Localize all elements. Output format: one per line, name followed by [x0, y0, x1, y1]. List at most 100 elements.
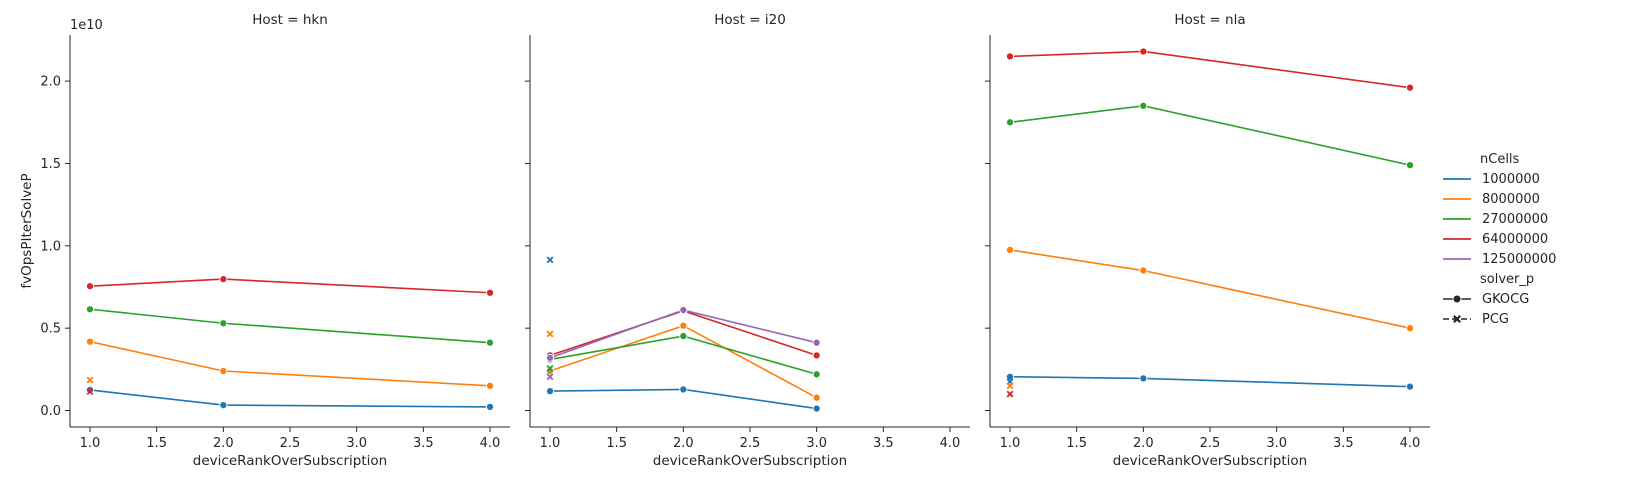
y-axis-label: fvOpsPIterSolveP	[19, 173, 35, 288]
series-line	[1009, 249, 1411, 329]
data-point	[485, 288, 495, 297]
y-tick-label: 0.5	[40, 322, 61, 337]
x-tick-label: 3.5	[1333, 436, 1354, 451]
legend-label: 27000000	[1482, 212, 1548, 227]
series-line	[89, 389, 491, 408]
panel-title: Host = nla	[1174, 12, 1245, 28]
data-point	[1405, 161, 1415, 170]
data-point	[679, 306, 688, 315]
data-point	[1005, 245, 1015, 254]
marker-stroke	[546, 330, 554, 338]
legend-label: 1000000	[1482, 172, 1540, 187]
x-tick-label: 2.5	[1200, 436, 1221, 451]
y-tick-label: 0.0	[40, 404, 61, 419]
data-point	[545, 387, 555, 396]
marker-stroke	[546, 365, 554, 373]
legend-label: 64000000	[1482, 232, 1548, 247]
data-point	[679, 321, 688, 330]
series-PCG-64000000	[86, 388, 94, 396]
marker-stroke	[1006, 382, 1014, 390]
x-tick-label: 3.0	[806, 436, 827, 451]
data-point	[485, 381, 495, 390]
legend-label: 8000000	[1482, 192, 1540, 207]
panel-title: Host = hkn	[252, 12, 328, 28]
marker-stroke	[86, 388, 94, 396]
legend-label: PCG	[1482, 312, 1509, 327]
data-point	[1006, 382, 1014, 390]
series-PCG-125000000	[546, 373, 554, 381]
series-PCG-1000000	[546, 256, 554, 264]
data-point	[679, 332, 688, 341]
data-point	[85, 305, 95, 314]
data-point	[546, 330, 554, 338]
series-line	[1009, 50, 1411, 89]
data-point	[812, 338, 821, 347]
series-GKOCG-8000000	[85, 337, 495, 390]
data-point	[546, 373, 554, 381]
legend-style-title: solver_p	[1480, 272, 1534, 287]
data-point	[219, 319, 228, 328]
x-tick-label: 3.0	[346, 436, 367, 451]
x-tick-label: 1.5	[146, 436, 167, 451]
series-GKOCG-125000000	[545, 306, 821, 362]
x-axis-label: deviceRankOverSubscription	[1113, 453, 1307, 469]
data-point	[1005, 118, 1015, 127]
legend-entry: 125000000	[1443, 252, 1556, 267]
x-tick-label: 2.5	[740, 436, 761, 451]
series-GKOCG-27000000	[85, 305, 495, 347]
legend-label: 125000000	[1482, 252, 1556, 267]
data-point	[1405, 83, 1415, 92]
series-PCG-27000000	[546, 365, 554, 373]
marker-stroke	[546, 373, 554, 381]
legend-hue-title: nCells	[1480, 152, 1520, 167]
data-point	[1139, 101, 1148, 110]
data-point	[219, 275, 228, 284]
data-point	[219, 366, 228, 376]
series-GKOCG-64000000	[85, 275, 495, 297]
data-point	[485, 338, 495, 347]
x-tick-label: 1.0	[540, 436, 561, 451]
data-point	[1405, 382, 1415, 391]
series-GKOCG-1000000	[1005, 372, 1415, 391]
series-GKOCG-27000000	[1005, 101, 1415, 170]
series-GKOCG-8000000	[1005, 245, 1415, 333]
data-point	[85, 337, 95, 346]
y-tick-label: 1.5	[40, 157, 61, 172]
data-point	[1005, 52, 1015, 61]
data-point	[85, 385, 95, 394]
x-tick-label: 3.5	[413, 436, 434, 451]
data-point	[219, 401, 228, 410]
data-point	[812, 393, 821, 402]
data-point	[85, 282, 95, 291]
legend-entry: PCG	[1443, 312, 1509, 327]
legend-label: GKOCG	[1482, 292, 1529, 307]
series-GKOCG-1000000	[85, 385, 495, 411]
panel-title: Host = i20	[714, 12, 786, 28]
data-point	[812, 370, 821, 379]
marker-stroke	[86, 376, 94, 384]
data-point	[812, 404, 821, 413]
panels: Host = hkn 1.0 1.5 2.0 2.5 3.0 3.5 4.0 0.0 0.5 1.0…	[19, 12, 1430, 469]
series-PCG-8000000	[1006, 382, 1014, 390]
y-tick-label: 2.0	[40, 75, 61, 90]
data-point	[485, 402, 495, 411]
legend-entry: 1000000	[1443, 172, 1540, 187]
x-axis-label: deviceRankOverSubscription	[193, 453, 387, 469]
data-point	[545, 353, 555, 362]
legend-entry: 27000000	[1443, 212, 1548, 227]
marker-stroke	[1006, 390, 1014, 398]
x-tick-label: 3.0	[1266, 436, 1287, 451]
x-tick-label: 4.0	[940, 436, 961, 451]
panel-nla: Host = nla 1.0 1.5 2.0 2.5 3.0 3.5 4.0 deviceRan…	[985, 12, 1430, 469]
x-tick-label: 1.5	[1066, 436, 1087, 451]
legend-marker	[1453, 315, 1461, 323]
x-tick-label: 1.5	[606, 436, 627, 451]
y-tick-label: 1.0	[40, 239, 61, 254]
series-PCG-64000000	[1006, 390, 1014, 398]
data-point	[86, 388, 94, 396]
x-tick-label: 2.0	[673, 436, 694, 451]
series-GKOCG-27000000	[545, 332, 821, 379]
legend: nCells 1000000 8000000 27000000 64000000 1250…	[1443, 152, 1556, 327]
series-PCG-8000000	[546, 330, 554, 338]
x-axis-label: deviceRankOverSubscription	[653, 453, 847, 469]
